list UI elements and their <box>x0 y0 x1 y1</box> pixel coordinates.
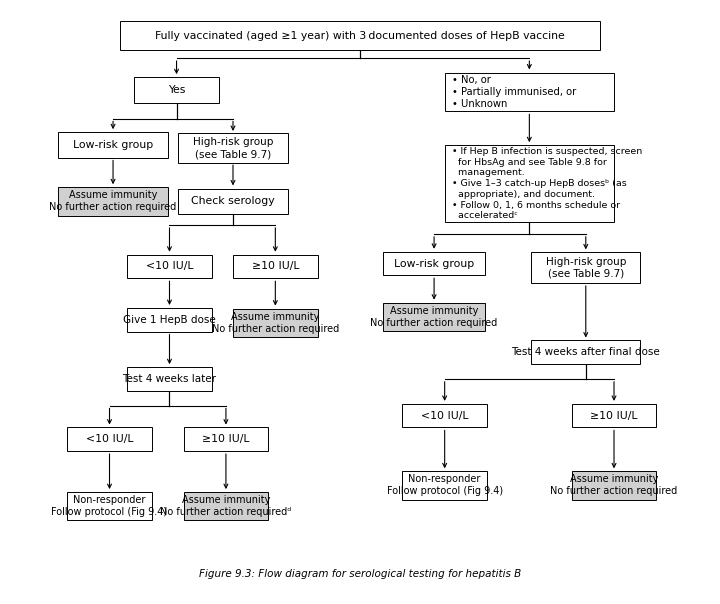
FancyBboxPatch shape <box>179 188 288 214</box>
Text: Assume immunity
No further action required: Assume immunity No further action requir… <box>550 475 678 496</box>
FancyBboxPatch shape <box>58 132 168 158</box>
Text: Assume immunity
No further action required: Assume immunity No further action requir… <box>212 312 339 334</box>
Text: • No, or
• Partially immunised, or
• Unknown: • No, or • Partially immunised, or • Unk… <box>451 75 576 109</box>
FancyBboxPatch shape <box>445 72 614 111</box>
Text: High-risk group
(see Table 9.7): High-risk group (see Table 9.7) <box>193 137 273 159</box>
FancyBboxPatch shape <box>531 341 641 364</box>
Text: Assume immunity
No further action required: Assume immunity No further action requir… <box>371 306 498 328</box>
Text: • If Hep B infection is suspected, screen
  for HbsAg and see Table 9.8 for
  ma: • If Hep B infection is suspected, scree… <box>451 147 642 220</box>
FancyBboxPatch shape <box>445 145 614 222</box>
FancyBboxPatch shape <box>402 471 487 500</box>
FancyBboxPatch shape <box>572 471 657 500</box>
Text: Non-responder
Follow protocol (Fig 9.4): Non-responder Follow protocol (Fig 9.4) <box>387 475 503 496</box>
FancyBboxPatch shape <box>120 21 600 50</box>
Text: <10 IU/L: <10 IU/L <box>86 434 133 445</box>
Text: Test 4 weeks after final dose: Test 4 weeks after final dose <box>511 347 660 358</box>
Text: Assume immunity
No further action required: Assume immunity No further action requir… <box>50 190 176 213</box>
FancyBboxPatch shape <box>383 303 485 331</box>
FancyBboxPatch shape <box>134 77 219 103</box>
FancyBboxPatch shape <box>127 308 212 332</box>
FancyBboxPatch shape <box>184 428 269 451</box>
Text: ≥10 IU/L: ≥10 IU/L <box>202 434 250 445</box>
FancyBboxPatch shape <box>184 492 269 521</box>
Text: Assume immunity
No further action requiredᵈ: Assume immunity No further action requir… <box>161 495 292 517</box>
Text: Fully vaccinated (aged ≥1 year) with 3 documented doses of HepB vaccine: Fully vaccinated (aged ≥1 year) with 3 d… <box>155 31 565 40</box>
Text: Check serology: Check serology <box>192 196 275 207</box>
FancyBboxPatch shape <box>572 404 657 428</box>
Text: Low-risk group: Low-risk group <box>394 259 474 269</box>
FancyBboxPatch shape <box>233 309 318 337</box>
FancyBboxPatch shape <box>127 255 212 278</box>
Text: High-risk group
(see Table 9.7): High-risk group (see Table 9.7) <box>546 257 626 278</box>
FancyBboxPatch shape <box>402 404 487 428</box>
Text: ≥10 IU/L: ≥10 IU/L <box>590 411 638 420</box>
FancyBboxPatch shape <box>233 255 318 278</box>
Text: Give 1 HepB dose: Give 1 HepB dose <box>123 315 216 325</box>
Text: <10 IU/L: <10 IU/L <box>421 411 469 420</box>
Text: Non-responder
Follow protocol (Fig 9.4): Non-responder Follow protocol (Fig 9.4) <box>51 495 168 517</box>
Text: Test 4 weeks later: Test 4 weeks later <box>122 374 217 384</box>
FancyBboxPatch shape <box>531 252 641 283</box>
Text: Figure 9.3: Flow diagram for serological testing for hepatitis B: Figure 9.3: Flow diagram for serological… <box>199 570 521 579</box>
Text: <10 IU/L: <10 IU/L <box>145 262 193 271</box>
FancyBboxPatch shape <box>127 367 212 391</box>
FancyBboxPatch shape <box>67 492 152 521</box>
Text: Yes: Yes <box>168 85 185 95</box>
FancyBboxPatch shape <box>383 252 485 275</box>
Text: ≥10 IU/L: ≥10 IU/L <box>251 262 299 271</box>
FancyBboxPatch shape <box>179 133 288 164</box>
FancyBboxPatch shape <box>67 428 152 451</box>
Text: Low-risk group: Low-risk group <box>73 140 153 150</box>
FancyBboxPatch shape <box>58 187 168 216</box>
